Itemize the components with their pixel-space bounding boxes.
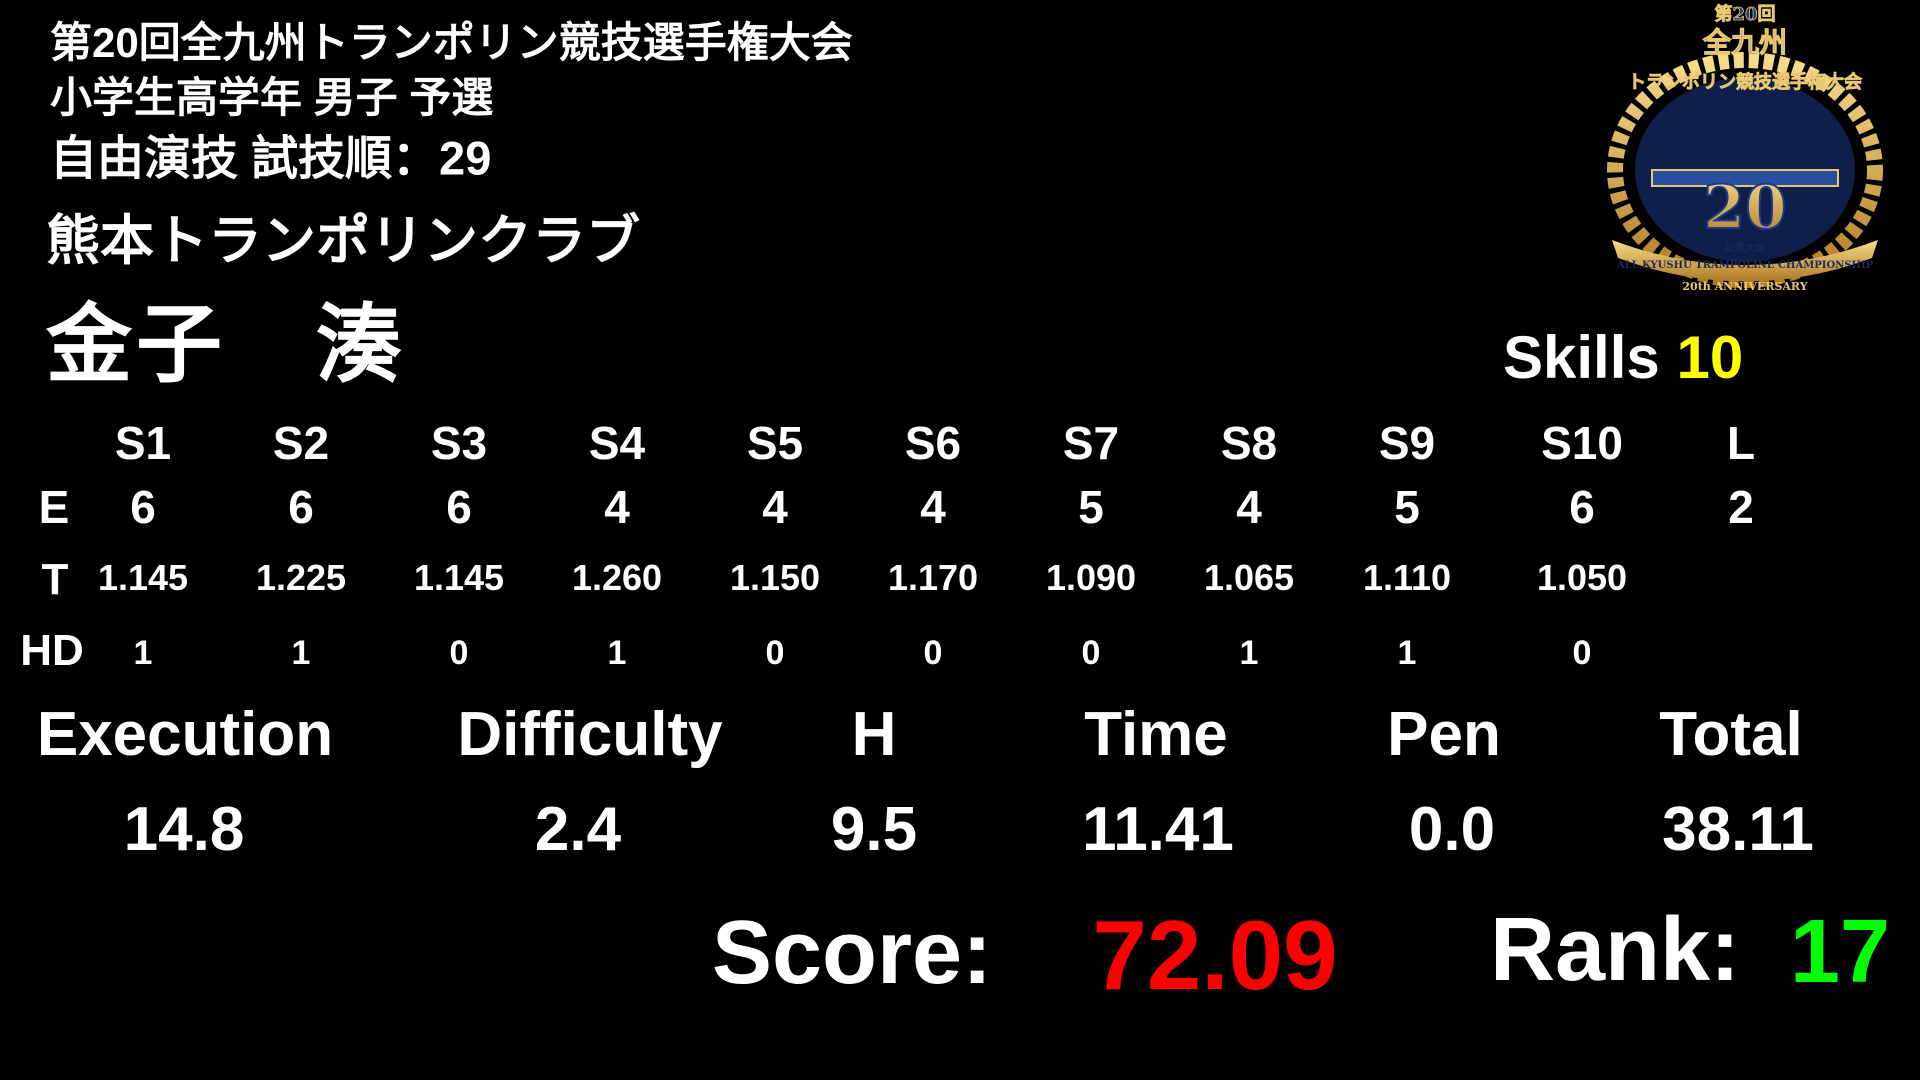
cell-hd: 0 [449, 634, 469, 672]
rank-label: Rank: [1489, 900, 1741, 1000]
cell-hd: 1 [1239, 634, 1259, 672]
svg-text:20: 20 [1703, 173, 1787, 243]
svg-text:全九州: 全九州 [1702, 26, 1787, 59]
column-header: S2 [272, 417, 330, 469]
total-value: 38.11 [1662, 795, 1814, 864]
cell-e: 4 [762, 481, 788, 533]
svg-text:トランポリン競技選手権大会: トランポリン競技選手権大会 [1628, 71, 1862, 93]
total-value: 9.5 [830, 795, 918, 864]
column-header: L [1726, 417, 1756, 469]
total-value: 2.4 [534, 795, 622, 864]
svg-text:記念大会: 記念大会 [1725, 241, 1765, 254]
cell-e: 4 [1236, 481, 1262, 533]
cell-e: 2 [1728, 481, 1754, 533]
championship-logo: 第20回 全九州 トランポリン競技選手権大会 20 記念大会 ALL KYUSH… [1592, 0, 1898, 294]
column-header: S6 [904, 417, 962, 469]
svg-text:第20回: 第20回 [1714, 3, 1775, 25]
competition-title: 第20回全九州トランポリン競技選手権大会 [50, 19, 853, 66]
cell-t: 1.090 [1045, 557, 1137, 598]
svg-text:20th ANNIVERSARY: 20th ANNIVERSARY [1682, 280, 1807, 293]
total-value: 14.8 [123, 795, 245, 864]
cell-e: 6 [446, 481, 472, 533]
cell-t: 1.225 [255, 557, 347, 598]
cell-t: 1.150 [729, 557, 821, 598]
cell-t: 1.145 [97, 557, 189, 598]
total-label: Pen [1387, 700, 1501, 769]
column-header: S5 [746, 417, 804, 469]
skills-value: 10 [1676, 324, 1744, 391]
cell-hd: 0 [1081, 634, 1101, 672]
rank-value: 17 [1789, 902, 1891, 1002]
row-label-t: T [41, 555, 69, 604]
total-label: Execution [36, 700, 334, 769]
total-value: 0.0 [1408, 795, 1496, 864]
cell-hd: 0 [923, 634, 943, 672]
cell-t: 1.145 [413, 557, 505, 598]
club-name: 熊本トランポリンクラブ [46, 211, 640, 271]
cell-hd: 1 [291, 634, 311, 672]
cell-e: 6 [288, 481, 314, 533]
cell-e: 4 [604, 481, 630, 533]
cell-e: 5 [1078, 481, 1104, 533]
skills-count: Skills 10 [1503, 328, 1743, 388]
cell-hd: 0 [1572, 634, 1592, 672]
routine-order: 自由演技 試技順：29 [50, 131, 492, 185]
athlete-name: 金子 湊 [46, 297, 406, 393]
column-header: S8 [1220, 417, 1278, 469]
column-header: S10 [1541, 417, 1623, 469]
cell-e: 4 [920, 481, 946, 533]
column-header: S7 [1062, 417, 1120, 469]
cell-hd: 1 [607, 634, 627, 672]
skills-label: Skills [1503, 324, 1660, 391]
total-label: Difficulty [457, 700, 723, 769]
category-label: 小学生高学年 男子 予選 [50, 74, 494, 121]
cell-t: 1.110 [1362, 557, 1452, 598]
column-header: S1 [114, 417, 172, 469]
total-label: H [851, 700, 897, 769]
cell-t: 1.050 [1536, 557, 1628, 598]
cell-e: 5 [1394, 481, 1420, 533]
cell-hd: 0 [765, 634, 785, 672]
cell-t: 1.260 [571, 557, 663, 598]
cell-t: 1.170 [887, 557, 979, 598]
column-header: S4 [588, 417, 646, 469]
total-value: 11.41 [1082, 795, 1234, 864]
row-label-hd: HD [20, 626, 84, 675]
column-header: S9 [1378, 417, 1436, 469]
cell-e: 6 [1569, 481, 1595, 533]
cell-hd: 1 [133, 634, 153, 672]
row-label-e: E [38, 481, 70, 533]
svg-text:ALL KYUSHU TRAMPOLINE CHAMPION: ALL KYUSHU TRAMPOLINE CHAMPIONSHIP [1616, 260, 1874, 271]
cell-t: 1.065 [1203, 557, 1295, 598]
cell-hd: 1 [1397, 634, 1417, 672]
score-value: 72.09 [1092, 900, 1338, 1010]
cell-e: 6 [130, 481, 156, 533]
total-label: Time [1084, 700, 1228, 769]
total-label: Total [1659, 700, 1803, 769]
score-label: Score: [711, 903, 993, 1003]
column-header: S3 [430, 417, 488, 469]
